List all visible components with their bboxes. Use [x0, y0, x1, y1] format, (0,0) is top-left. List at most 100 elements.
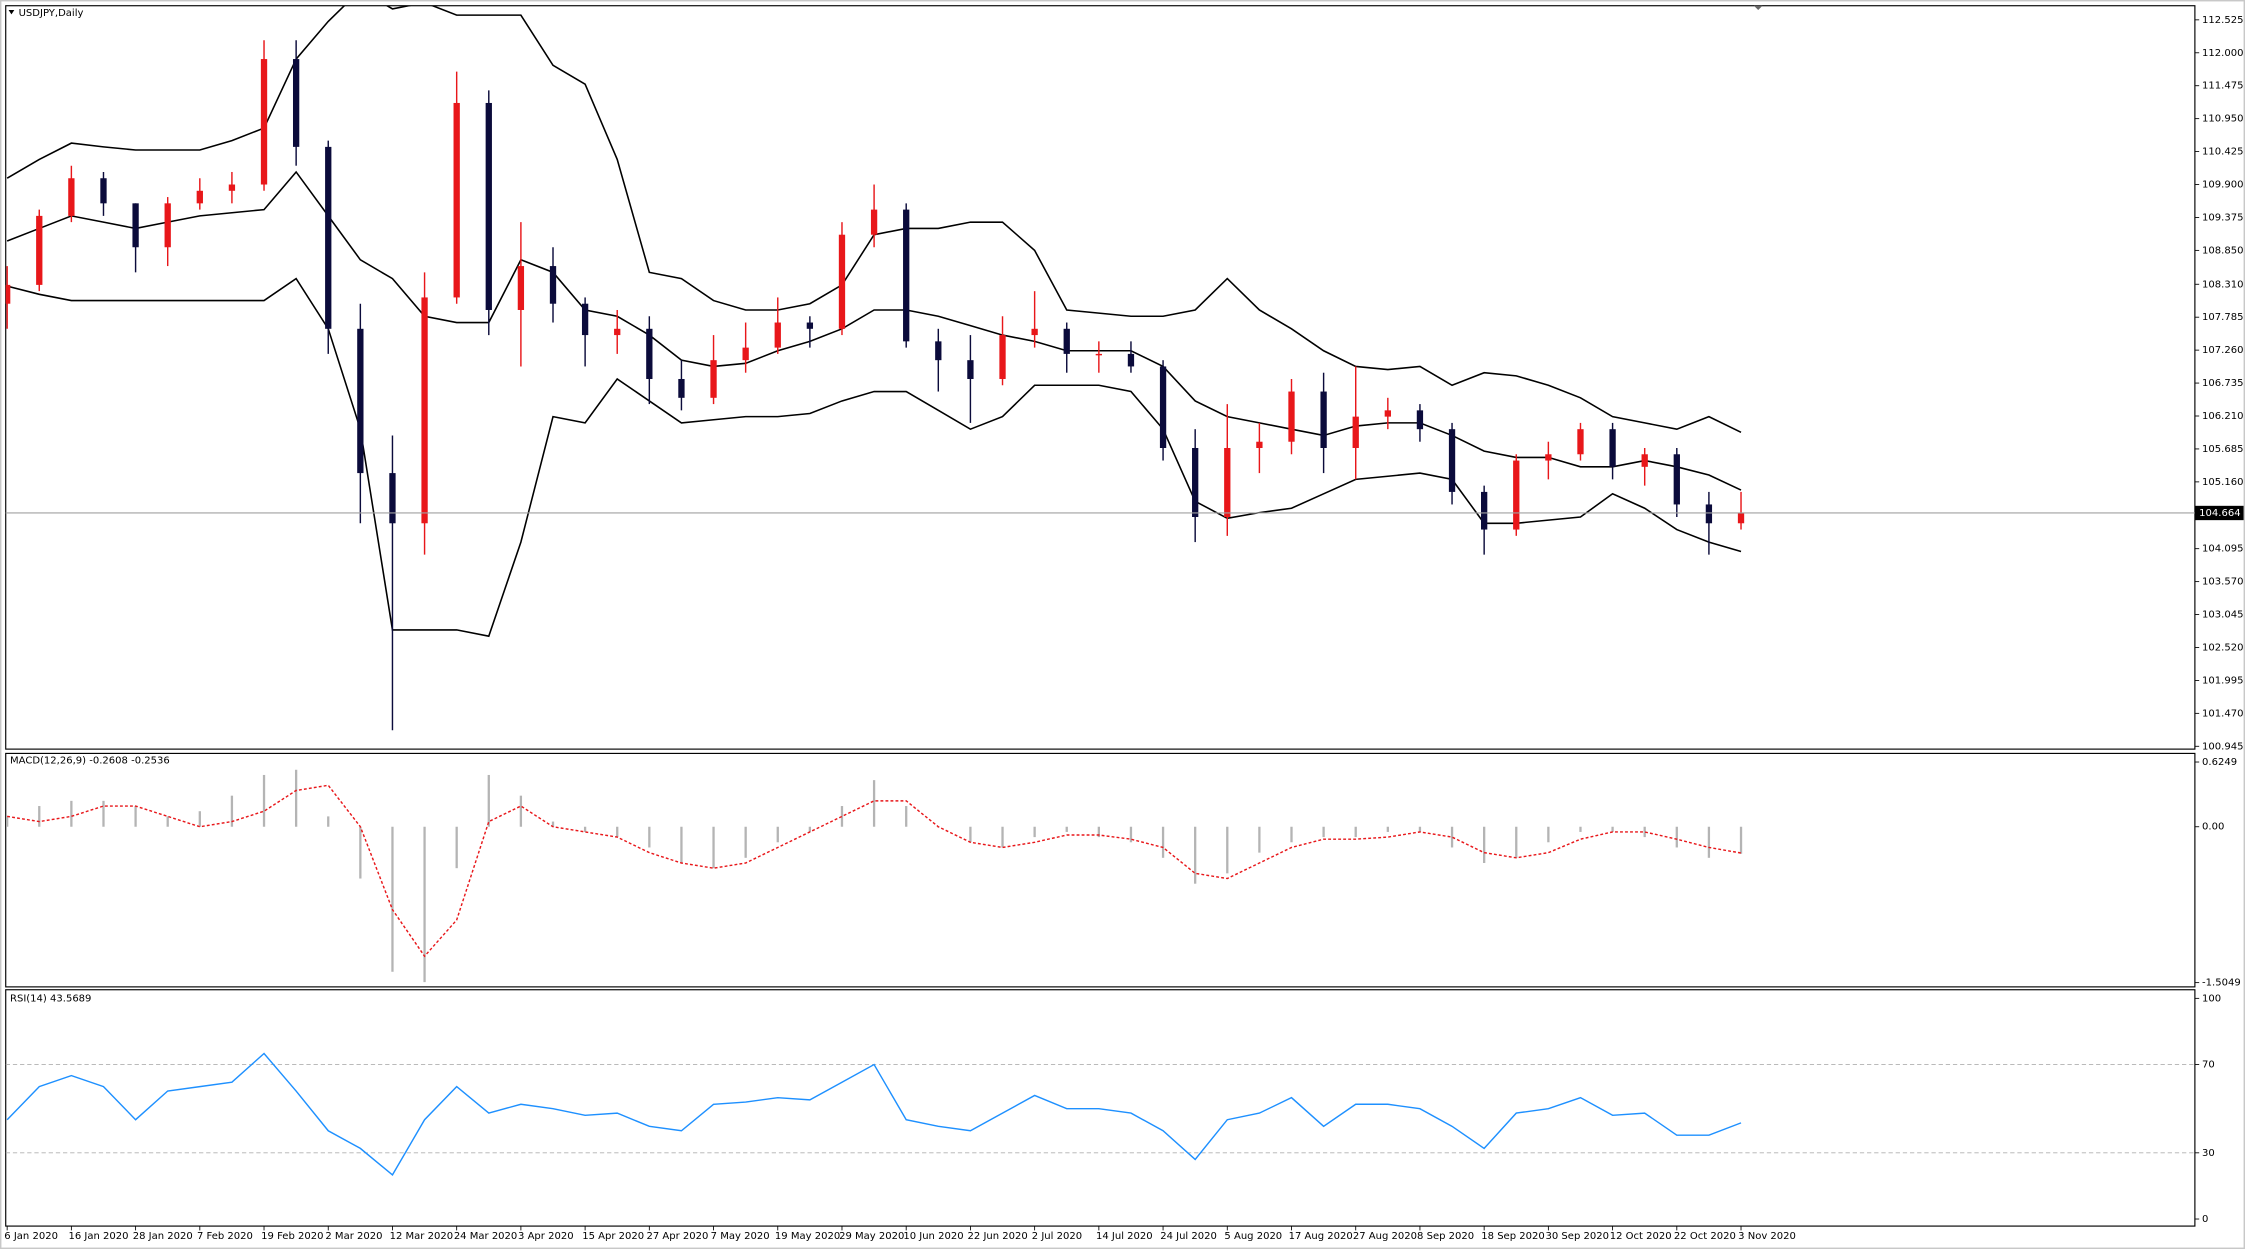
x-tick-label: 14 Jul 2020	[1096, 1231, 1153, 1242]
candle-body	[581, 303, 589, 336]
menu-arrow[interactable]	[8, 10, 15, 15]
macd-bar	[1258, 826, 1261, 853]
macd-bar	[391, 826, 394, 972]
x-tick-label: 3 Apr 2020	[518, 1231, 574, 1242]
macd-bar	[519, 795, 523, 827]
candle-body	[774, 322, 781, 348]
candle-body	[646, 328, 653, 379]
y-tick-label: 106.210	[2202, 411, 2243, 422]
macd-bar	[359, 826, 362, 879]
macd-title: MACD(12,26,9) -0.2608 -0.2536	[10, 756, 170, 767]
macd-bar	[1418, 826, 1422, 832]
macd-bar	[1290, 826, 1293, 843]
y-tick-label: 102.520	[2202, 642, 2243, 653]
candle-body	[967, 360, 974, 379]
y-tick-label: 101.470	[2202, 708, 2243, 719]
candle-body	[710, 360, 717, 398]
candle-body	[806, 322, 814, 329]
candle-body	[228, 184, 236, 191]
x-tick-label: 24 Mar 2020	[454, 1231, 517, 1242]
plot-area	[5, 1052, 2195, 1176]
rsi-panel	[5, 989, 2196, 1227]
macd-bar	[648, 826, 651, 848]
macd-bar	[1161, 826, 1165, 858]
x-tick-label: 7 May 2020	[711, 1231, 770, 1242]
macd-bar	[262, 774, 266, 827]
candle-body	[1095, 353, 1102, 356]
shift-marker	[1753, 5, 1763, 11]
candle-body	[132, 203, 139, 248]
x-tick-label: 3 Nov 2020	[1738, 1231, 1796, 1242]
macd-bar	[423, 826, 426, 983]
macd-bar	[1675, 826, 1678, 848]
macd-bar	[38, 806, 41, 827]
candle-body	[1513, 460, 1520, 530]
candle-body	[999, 335, 1006, 379]
macd-bar	[6, 816, 9, 827]
x-tick-label: 24 Jul 2020	[1160, 1231, 1217, 1242]
candle-body	[1063, 328, 1070, 354]
candle-body	[678, 378, 685, 398]
macd-bar	[1739, 826, 1743, 854]
candle-body	[389, 473, 396, 524]
macd-bar	[1515, 826, 1518, 858]
rsi-line	[6, 1052, 1742, 1176]
candle-body	[292, 59, 300, 147]
macd-bar	[1194, 826, 1197, 884]
candle-body	[1577, 429, 1584, 455]
macd-bar	[198, 811, 201, 827]
candle-body	[325, 146, 332, 329]
macd-bar	[1033, 826, 1036, 838]
candle-body	[196, 190, 203, 204]
candle-body	[260, 59, 268, 185]
candle-body	[68, 178, 75, 216]
x-tick-label: 12 Oct 2020	[1610, 1231, 1672, 1242]
macd-bar	[744, 826, 747, 858]
x-tick-label: 2 Mar 2020	[325, 1231, 382, 1242]
macd-bar	[70, 800, 73, 827]
y-tick-label: 100.945	[2202, 741, 2243, 752]
macd-bar	[905, 806, 908, 827]
y-tick-label: 112.000	[2202, 48, 2243, 59]
macd-panel	[5, 752, 2196, 988]
macd-bar	[1097, 826, 1100, 838]
x-tick-label: 17 Aug 2020	[1289, 1231, 1353, 1242]
candle-body	[1127, 353, 1135, 367]
y-tick-label: 103.570	[2202, 577, 2243, 588]
macd-bar	[487, 774, 490, 827]
y-tick-label: 70	[2202, 1060, 2215, 1071]
x-tick-label: 12 Mar 2020	[390, 1231, 453, 1242]
y-tick-label: 110.950	[2202, 114, 2243, 125]
candle-body	[742, 347, 749, 361]
x-tick-label: 22 Oct 2020	[1674, 1231, 1736, 1242]
macd-bar	[1611, 826, 1614, 832]
candle-body	[1192, 447, 1199, 518]
macd-bar	[230, 795, 234, 827]
y-tick-label: 0.6249	[2202, 757, 2237, 768]
macd-bar	[1483, 826, 1486, 863]
candle-body	[870, 209, 878, 235]
candle-body	[1609, 429, 1616, 467]
x-tick-label: 2 Jul 2020	[1032, 1231, 1082, 1242]
x-tick-label: 29 May 2020	[839, 1231, 904, 1242]
chart-title: USDJPY,Daily	[19, 8, 84, 19]
candle-body	[1159, 366, 1167, 448]
candle-body	[614, 328, 621, 336]
x-tick-label: 6 Jan 2020	[4, 1231, 58, 1242]
y-tick-label: 0	[2202, 1214, 2208, 1225]
macd-bar	[969, 826, 972, 843]
candle-body	[935, 341, 942, 361]
y-tick-label: 108.850	[2202, 245, 2243, 256]
y-tick-label: 30	[2202, 1148, 2215, 1159]
current-price-box	[2194, 505, 2244, 521]
y-tick-label: 111.475	[2202, 81, 2243, 92]
candle-body	[36, 215, 43, 285]
macd-bar	[134, 806, 137, 827]
macd-bar	[1643, 826, 1646, 838]
macd-bar	[680, 826, 683, 863]
candle-body	[100, 178, 107, 204]
candle-body	[5, 284, 11, 304]
candle-body	[1673, 454, 1680, 505]
candle-body	[1705, 504, 1713, 524]
